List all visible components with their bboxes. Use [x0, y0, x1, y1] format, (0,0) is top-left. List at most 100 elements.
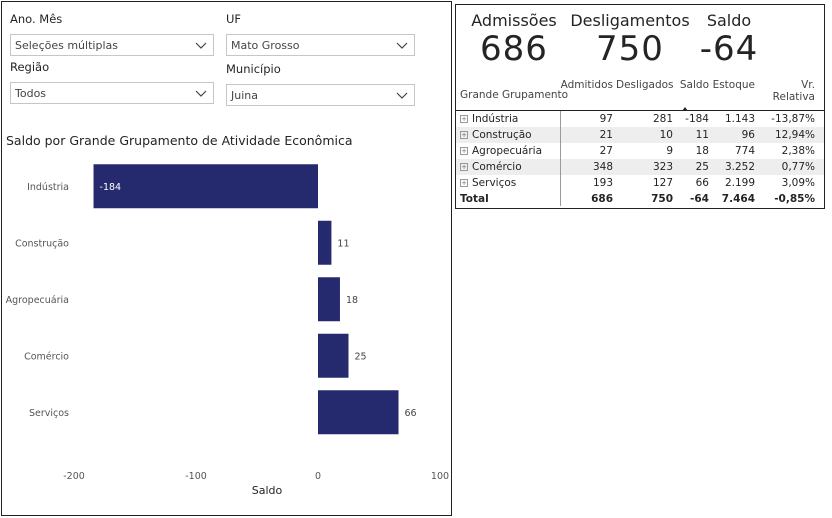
table-cell: 66: [695, 177, 709, 189]
table-cell: 3,09%: [781, 177, 815, 189]
category-label: Serviços: [29, 408, 69, 419]
table-cell: 10: [659, 129, 673, 141]
slicer-dropdown[interactable]: Juina: [226, 84, 415, 106]
table-row[interactable]: + Serviços 193 127 66 2.199 3,09%: [456, 175, 824, 191]
table-row[interactable]: + Indústria 97 281 -184 1.143 -13,87%: [456, 111, 824, 127]
table-cell: 21: [599, 129, 613, 141]
table-cell: 11: [695, 129, 709, 141]
row-label-text: Agropecuária: [472, 145, 543, 157]
row-label[interactable]: + Indústria: [456, 113, 560, 125]
kpi-value: 750: [596, 29, 664, 69]
kpi-label: Admissões: [471, 11, 557, 30]
data-label: 18: [346, 295, 358, 306]
kpi-label: Saldo: [706, 11, 752, 30]
category-label: Agropecuária: [6, 295, 69, 306]
expand-plus-icon[interactable]: +: [460, 179, 468, 187]
slicer-value: Juina: [231, 88, 258, 102]
table-cell: 2.199: [724, 177, 755, 189]
x-tick-label: -100: [185, 471, 207, 482]
table-row[interactable]: + Comércio 348 323 25 3.252 0,77%: [456, 159, 824, 175]
expand-plus-icon[interactable]: +: [460, 163, 468, 171]
row-label[interactable]: + Serviços: [456, 177, 560, 189]
chevron-down-icon: [195, 90, 207, 97]
left-panel: Ano. Mês Seleções múltiplas UF Mato Gros…: [1, 1, 452, 516]
category-label: Indústria: [27, 182, 69, 193]
table-total-row: Total 686 750 -64 7.464 -0,85%: [456, 191, 824, 207]
row-label[interactable]: + Agropecuária: [456, 145, 560, 157]
table-cell: 348: [592, 161, 613, 173]
header-admitidos[interactable]: Admitidos: [560, 79, 613, 91]
chevron-down-icon: [396, 42, 408, 49]
table-cell: 12,94%: [774, 129, 815, 141]
column-divider: [560, 111, 561, 206]
slicer-dropdown[interactable]: Seleções múltiplas: [10, 34, 214, 56]
slicer-label: Município: [226, 62, 281, 76]
total-label: Total: [460, 193, 489, 205]
table-cell: 3.252: [724, 161, 755, 173]
row-label[interactable]: + Comércio: [456, 161, 560, 173]
row-label[interactable]: + Construção: [456, 129, 560, 141]
category-label: Construção: [15, 238, 69, 249]
bar-3[interactable]: [318, 333, 349, 378]
kpi-label: Desligamentos: [570, 11, 690, 30]
data-label: 66: [405, 408, 417, 419]
x-axis-title: Saldo: [252, 484, 283, 497]
table-cell: 18: [695, 145, 709, 157]
slicer-value: Todos: [15, 86, 47, 100]
row-label-text: Indústria: [472, 113, 519, 125]
table-cell: 281: [652, 113, 673, 125]
bar-1[interactable]: [318, 220, 332, 265]
slicer-label: Região: [10, 60, 50, 74]
bar-4[interactable]: [318, 390, 399, 435]
table-cell: 96: [741, 129, 755, 141]
header-estoque[interactable]: Estoque: [712, 79, 755, 91]
header-grande-grupamento[interactable]: Grande Grupamento: [460, 88, 569, 101]
slicer-label: UF: [226, 12, 242, 26]
slicer-value: Mato Grosso: [231, 38, 300, 52]
table-cell: 27: [599, 145, 613, 157]
kpi-admissoes: Admissões 686: [464, 11, 564, 68]
chevron-down-icon: [396, 92, 408, 99]
total-cell: 7.464: [721, 193, 755, 205]
row-label-text: Comércio: [472, 161, 522, 173]
category-label: Comércio: [24, 351, 69, 362]
header-saldo[interactable]: Saldo: [679, 79, 709, 91]
table-cell: -184: [685, 113, 709, 125]
table-cell: 0,77%: [781, 161, 815, 173]
expand-plus-icon[interactable]: +: [460, 131, 468, 139]
table-cell: -13,87%: [771, 113, 815, 125]
slicer-dropdown[interactable]: Todos: [10, 82, 214, 104]
data-label: -184: [100, 182, 122, 193]
slicer-dropdown[interactable]: Mato Grosso: [226, 34, 415, 56]
expand-plus-icon[interactable]: +: [460, 115, 468, 123]
table-header: Grande Grupamento Admitidos Desligados S…: [456, 75, 824, 111]
table-row[interactable]: + Construção 21 10 11 96 12,94%: [456, 127, 824, 143]
slicer-ano-mes[interactable]: Ano. Mês Seleções múltiplas: [10, 12, 214, 56]
row-label-text: Serviços: [472, 177, 517, 189]
header-vr-relativa[interactable]: Vr. Relativa: [772, 79, 815, 103]
bar-2[interactable]: [318, 277, 340, 322]
row-label-text: Construção: [472, 129, 532, 141]
data-table: Grande Grupamento Admitidos Desligados S…: [456, 75, 824, 207]
slicer-regiao[interactable]: Região Todos: [10, 60, 214, 104]
total-cell: -0,85%: [774, 193, 815, 205]
kpi-saldo: Saldo -64: [696, 11, 762, 68]
table-cell: 25: [695, 161, 709, 173]
table-cell: 2,38%: [781, 145, 815, 157]
table-row[interactable]: + Agropecuária 27 9 18 774 2,38%: [456, 143, 824, 159]
kpi-value: 686: [480, 29, 548, 69]
slicer-municipio[interactable]: Município Juina: [226, 62, 415, 106]
table-cell: 1.143: [724, 113, 755, 125]
right-panel: Admissões 686 Desligamentos 750 Saldo -6…: [455, 4, 825, 209]
bar-0[interactable]: [93, 164, 319, 209]
kpi-value: -64: [699, 29, 759, 69]
x-tick-label: -200: [63, 471, 85, 482]
slicer-uf[interactable]: UF Mato Grosso: [226, 12, 415, 56]
expand-plus-icon[interactable]: +: [460, 147, 468, 155]
table-cell: 97: [599, 113, 613, 125]
data-label: 11: [337, 238, 349, 249]
data-label: 25: [355, 351, 367, 362]
slicer-label: Ano. Mês: [10, 12, 63, 26]
table-cell: 127: [652, 177, 673, 189]
header-desligados[interactable]: Desligados: [616, 79, 674, 91]
